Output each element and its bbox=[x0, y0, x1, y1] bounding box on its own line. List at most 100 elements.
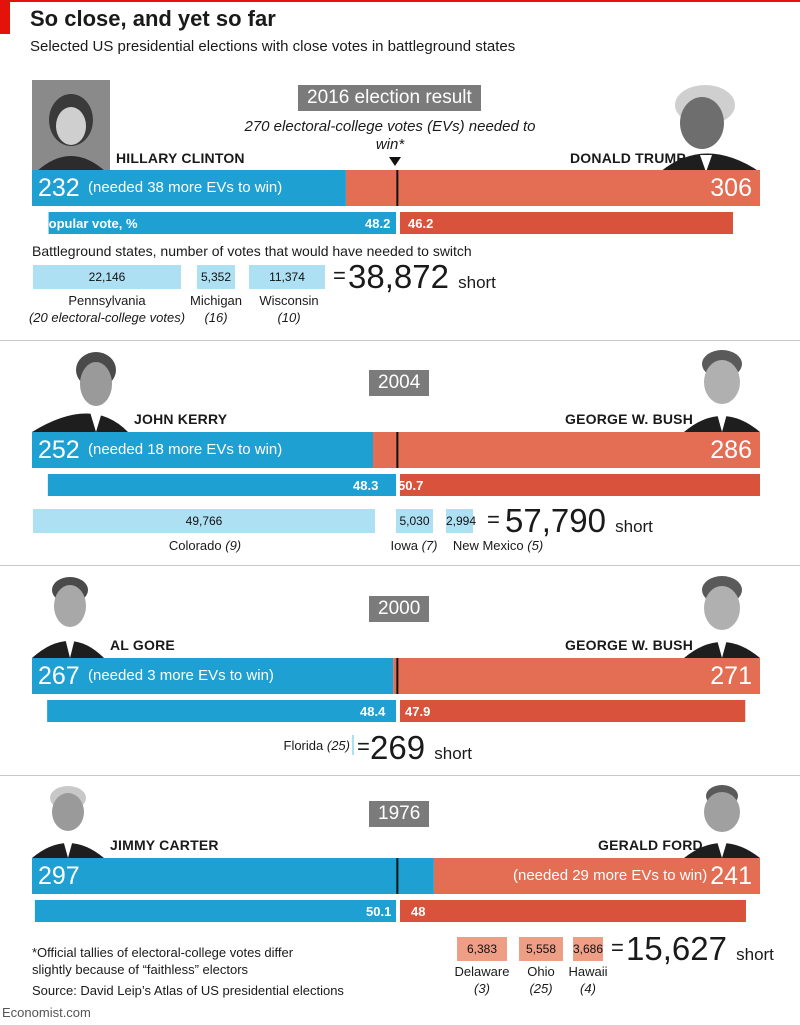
bars-2004 bbox=[32, 432, 760, 496]
state-name: Delaware bbox=[454, 964, 510, 979]
total-short-value: 57,790 bbox=[505, 502, 606, 539]
dem-ev-note-2016: (needed 38 more EVs to win) bbox=[88, 179, 283, 196]
dem-ev-bar-2004 bbox=[32, 432, 373, 468]
dem-popular-1976: 50.1 bbox=[366, 904, 392, 919]
rep-ev-1976: 241 bbox=[710, 862, 752, 890]
year-label-2000: 2000 bbox=[369, 596, 430, 622]
state-evs: (20 electoral-college votes) bbox=[28, 310, 186, 325]
rep-ev-bar-2016 bbox=[345, 170, 760, 206]
state-evs: (3) bbox=[474, 981, 490, 996]
popular-vote-label: Popular vote, % bbox=[40, 216, 138, 231]
state-label-new-mexico: New Mexico (5) bbox=[448, 537, 548, 554]
state-label-florida: Florida (25) bbox=[262, 737, 351, 754]
red-tab bbox=[0, 0, 10, 34]
short-word: short bbox=[434, 744, 473, 763]
year-label-2004: 2004 bbox=[369, 370, 430, 396]
state-evs: (25) bbox=[529, 981, 553, 996]
rep-popular-1976: 48 bbox=[411, 904, 426, 919]
bars-2016 bbox=[32, 170, 760, 234]
total-short-value: 38,872 bbox=[348, 258, 449, 295]
dem-ev-2004: 252 bbox=[38, 436, 80, 464]
state-evs: (9) bbox=[225, 538, 242, 553]
divider bbox=[0, 340, 800, 341]
equals-1976: = bbox=[611, 935, 624, 960]
rep-name-1976: GERALD FORD bbox=[598, 837, 703, 853]
rep-ev-note-1976: (needed 29 more EVs to win) bbox=[513, 867, 708, 884]
state-bar-wisconsin: 11,374 bbox=[249, 265, 325, 289]
dem-popular-bar-2004 bbox=[47, 474, 397, 496]
rep-popular-bar-2000 bbox=[400, 700, 746, 722]
state-bar-florida bbox=[352, 735, 354, 755]
dem-ev-note-2000: (needed 3 more EVs to win) bbox=[88, 667, 274, 684]
state-evs: (5) bbox=[527, 538, 544, 553]
rep-popular-2004: 50.7 bbox=[398, 478, 424, 493]
state-evs: (4) bbox=[580, 981, 596, 996]
dem-ev-2000: 267 bbox=[38, 662, 80, 690]
state-label-iowa: Iowa (7) bbox=[384, 537, 444, 554]
dem-ev-bar-2000 bbox=[32, 658, 394, 694]
rep-popular-2000: 47.9 bbox=[405, 704, 431, 719]
rep-ev-bar-1976 bbox=[433, 858, 760, 894]
state-bar-new-mexico: 2,994 bbox=[446, 509, 476, 533]
carter-portrait bbox=[32, 786, 104, 858]
dem-popular-2016: 48.2 bbox=[365, 216, 391, 231]
state-label-colorado: Colorado (9) bbox=[140, 537, 270, 554]
state-bar-michigan: 5,352 bbox=[197, 265, 235, 289]
ford-portrait bbox=[684, 785, 760, 858]
total-short-2004: 57,790 short bbox=[505, 502, 653, 540]
source-note: Source: David Leip’s Atlas of US preside… bbox=[32, 983, 344, 998]
battleground-label: Battleground states, number of votes tha… bbox=[32, 243, 472, 259]
brand-mark: Economist.com bbox=[2, 1005, 91, 1020]
state-bar-iowa: 5,030 bbox=[396, 509, 433, 533]
divider bbox=[0, 775, 800, 776]
state-name: Iowa bbox=[390, 538, 418, 553]
equals-2016: = bbox=[333, 263, 346, 288]
dem-popular-bar-2016 bbox=[48, 212, 396, 234]
rep-name-2016: DONALD TRUMP bbox=[570, 150, 686, 166]
dem-ev-bar-2016 bbox=[32, 170, 346, 206]
state-name: Hawaii bbox=[568, 964, 608, 979]
dem-ev-1976: 297 bbox=[38, 862, 80, 890]
footnote: *Official tallies of electoral-college v… bbox=[32, 945, 294, 977]
short-word: short bbox=[736, 945, 774, 964]
bars-2000 bbox=[32, 658, 760, 722]
dem-name-2004: JOHN KERRY bbox=[134, 411, 228, 427]
gore-portrait bbox=[32, 577, 104, 658]
rep-ev-2004: 286 bbox=[710, 436, 752, 464]
short-word: short bbox=[615, 517, 653, 536]
state-name: Wisconsin bbox=[259, 293, 319, 308]
dem-popular-2000: 48.4 bbox=[360, 704, 386, 719]
state-evs: (16) bbox=[204, 310, 228, 325]
dem-popular-bar-2000 bbox=[47, 700, 397, 722]
threshold-arrow-icon bbox=[389, 157, 401, 166]
dem-ev-2016: 232 bbox=[38, 174, 80, 202]
rep-name-2000: GEORGE W. BUSH bbox=[565, 637, 694, 653]
state-label-delaware: Delaware (3) bbox=[447, 963, 517, 997]
rep-popular-bar-2004 bbox=[400, 474, 760, 496]
state-label-michigan: Michigan (16) bbox=[181, 292, 251, 326]
bush-portrait-2004 bbox=[684, 350, 760, 432]
short-word: short bbox=[458, 273, 496, 292]
state-label-ohio: Ohio (25) bbox=[511, 963, 571, 997]
state-bar-hawaii: 3,686 bbox=[573, 937, 603, 961]
bush-portrait-2000 bbox=[684, 576, 760, 658]
state-name: Colorado bbox=[168, 538, 222, 553]
state-evs: (10) bbox=[277, 310, 301, 325]
state-bar-pennsylvania: 22,146 bbox=[33, 265, 181, 289]
total-short-2000: 269 short bbox=[370, 729, 472, 767]
equals-2000: = bbox=[357, 734, 370, 759]
rep-ev-bar-2000 bbox=[393, 658, 760, 694]
equals-2004: = bbox=[487, 507, 500, 532]
state-name: New Mexico bbox=[452, 538, 524, 553]
dem-ev-note-2004: (needed 18 more EVs to win) bbox=[88, 441, 283, 458]
state-name: Ohio bbox=[527, 964, 555, 979]
threshold-note: 270 electoral-college votes (EVs) needed… bbox=[244, 118, 536, 153]
state-bar-colorado: 49,766 bbox=[33, 509, 375, 533]
dem-name-1976: JIMMY CARTER bbox=[110, 837, 219, 853]
dem-popular-bar-1976 bbox=[34, 900, 396, 922]
state-label-hawaii: Hawaii (4) bbox=[560, 963, 616, 997]
state-evs: (25) bbox=[326, 738, 350, 753]
dem-ev-bar-1976 bbox=[32, 858, 434, 894]
rep-ev-2016: 306 bbox=[710, 174, 752, 202]
state-label-pennsylvania: Pennsylvania (20 electoral-college votes… bbox=[25, 292, 189, 326]
